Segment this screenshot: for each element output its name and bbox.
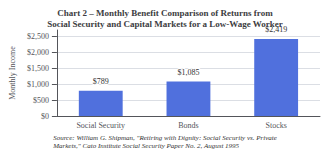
svg-text:$789: $789 bbox=[93, 77, 109, 86]
svg-text:$0: $0 bbox=[41, 112, 49, 121]
svg-text:Stocks: Stocks bbox=[265, 121, 286, 130]
svg-text:$1,085: $1,085 bbox=[177, 68, 199, 77]
svg-text:$1,500: $1,500 bbox=[27, 64, 49, 73]
svg-text:Social Security: Social Security bbox=[76, 121, 125, 130]
svg-text:Monthly Income: Monthly Income bbox=[8, 46, 17, 100]
svg-text:$2,500: $2,500 bbox=[27, 32, 49, 41]
svg-text:$2,000: $2,000 bbox=[27, 48, 49, 57]
svg-text:Source: William G. Shipman, "R: Source: William G. Shipman, "Retiring wi… bbox=[53, 134, 277, 142]
svg-text:Bonds: Bonds bbox=[178, 121, 198, 130]
svg-text:$2,419: $2,419 bbox=[265, 25, 288, 35]
svg-text:Chart 2 – Monthly Benefit Comp: Chart 2 – Monthly Benefit Comparison of … bbox=[57, 8, 273, 18]
svg-text:Markets," Cato Institute Socia: Markets," Cato Institute Social Security… bbox=[52, 142, 239, 150]
svg-text:$1,000: $1,000 bbox=[27, 80, 49, 89]
svg-text:$500: $500 bbox=[33, 96, 49, 105]
svg-text:Social Security and Capital Ma: Social Security and Capital Markets for … bbox=[47, 19, 283, 29]
